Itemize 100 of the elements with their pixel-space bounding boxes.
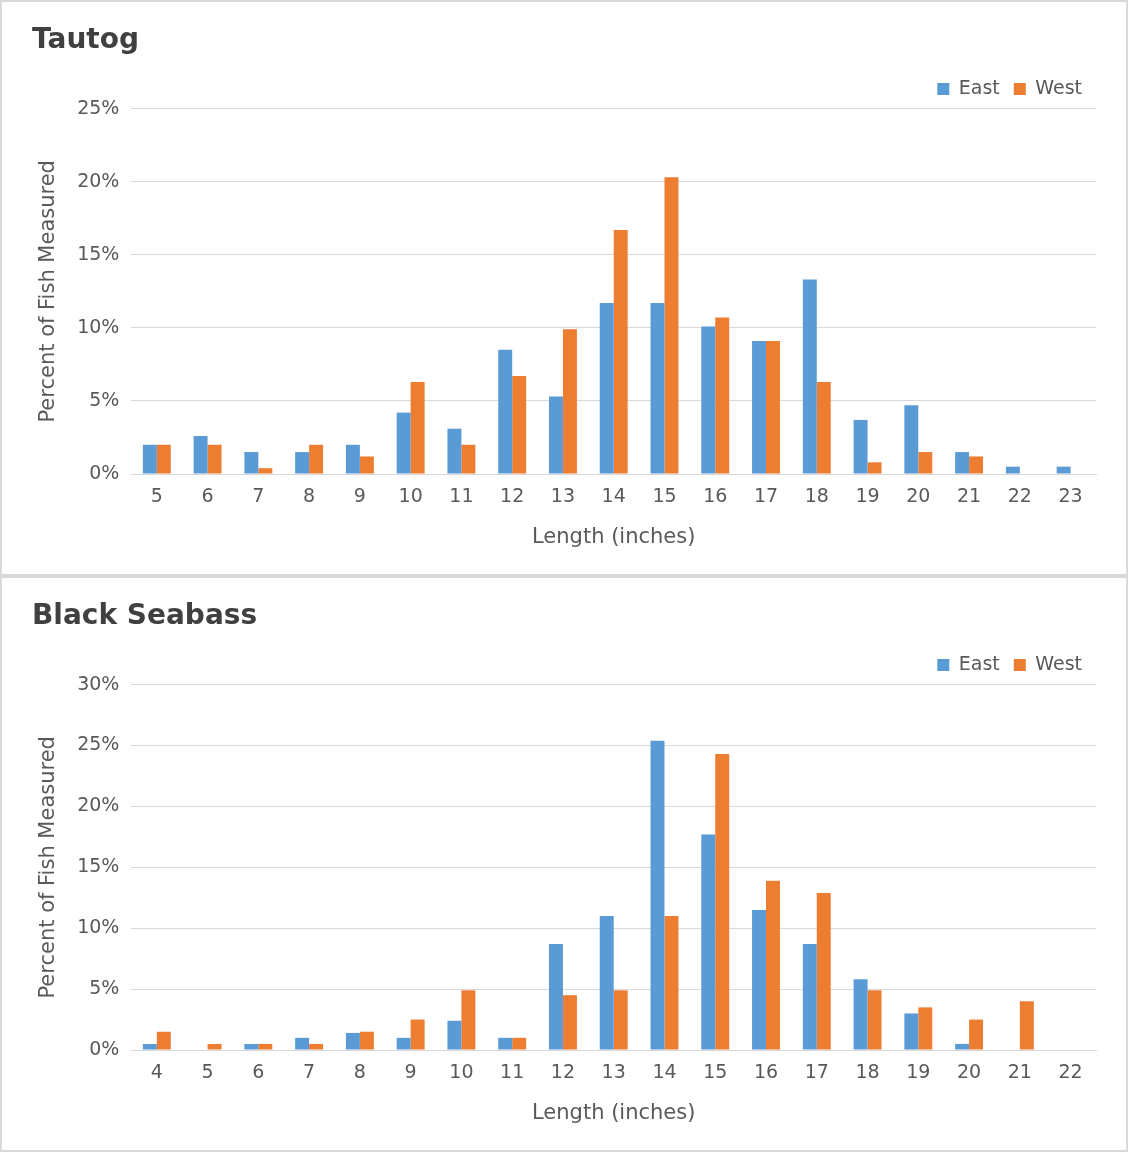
bar	[853, 419, 868, 474]
bar	[802, 944, 817, 1050]
bar	[345, 1032, 360, 1050]
x-tick-label: 22	[1058, 1060, 1083, 1083]
bar	[955, 452, 970, 474]
x-tick-label: 16	[703, 484, 728, 507]
bar	[309, 1043, 324, 1050]
x-tick-label: 8	[353, 1060, 366, 1083]
x-tick-label: 19	[855, 484, 880, 507]
x-tick-label: 10	[398, 484, 423, 507]
y-tick-label: 0%	[89, 460, 120, 483]
x-tick-label: 7	[303, 1060, 316, 1083]
bar	[548, 944, 563, 1050]
x-axis-title: Length (inches)	[532, 523, 696, 548]
x-tick-label: 6	[252, 1060, 265, 1083]
bar	[802, 279, 817, 474]
bar	[650, 740, 665, 1050]
x-tick-label: 5	[150, 484, 163, 507]
bar	[396, 1037, 411, 1050]
x-tick-label: 23	[1058, 484, 1083, 507]
x-tick-label: 21	[956, 484, 982, 507]
x-tick-label: 20	[906, 484, 931, 507]
bar	[816, 892, 831, 1050]
bar	[207, 444, 222, 474]
x-tick-label: 17	[804, 1060, 829, 1083]
bar	[613, 229, 628, 474]
bar	[548, 396, 563, 474]
bar	[295, 452, 310, 474]
bar	[766, 340, 780, 474]
bar	[701, 326, 716, 474]
legend-label: West	[1035, 652, 1083, 675]
bar	[613, 990, 628, 1050]
y-tick-label: 20%	[77, 168, 120, 191]
bar	[461, 444, 476, 474]
x-tick-label: 16	[753, 1060, 779, 1083]
bar	[715, 754, 730, 1050]
bar	[156, 1031, 171, 1050]
bar	[359, 456, 374, 474]
y-tick-label: 15%	[77, 241, 120, 264]
bar	[969, 1019, 984, 1050]
y-axis-title: Percent of Fish Measured	[35, 160, 60, 423]
bar	[1056, 466, 1071, 474]
bar	[955, 1043, 970, 1050]
bar	[258, 468, 273, 474]
y-tick-label: 5%	[89, 976, 120, 999]
y-tick-label: 30%	[77, 671, 120, 694]
x-tick-label: 6	[201, 484, 214, 507]
chart-title: Tautog	[32, 22, 139, 56]
x-tick-label: 8	[303, 484, 316, 507]
bar	[918, 1007, 933, 1050]
bar	[410, 1019, 425, 1050]
x-tick-label: 11	[449, 484, 474, 507]
bar	[244, 452, 259, 474]
y-tick-label: 5%	[89, 387, 120, 410]
bar	[664, 916, 679, 1050]
bar	[816, 381, 831, 474]
bar	[599, 916, 614, 1050]
legend-label: West	[1035, 76, 1083, 99]
x-tick-label: 22	[1007, 484, 1032, 507]
bar	[599, 302, 614, 474]
bar	[295, 1037, 310, 1050]
bar	[867, 990, 882, 1050]
y-tick-label: 25%	[77, 95, 120, 118]
bar	[244, 1043, 259, 1050]
x-axis-title: Length (inches)	[532, 1099, 696, 1124]
x-tick-label: 21	[1007, 1060, 1032, 1083]
bar	[904, 405, 919, 474]
bar	[701, 834, 716, 1050]
bar	[562, 329, 577, 474]
bar	[512, 1037, 527, 1050]
bar	[461, 990, 476, 1050]
x-tick-label: 11	[500, 1060, 525, 1083]
bar	[969, 456, 984, 474]
x-tick-label: 18	[855, 1060, 880, 1083]
x-tick-label: 7	[252, 484, 265, 507]
y-tick-label: 20%	[77, 793, 120, 816]
x-tick-label: 14	[652, 1060, 677, 1083]
bar	[867, 462, 882, 474]
bar	[142, 1043, 157, 1050]
bar	[650, 302, 665, 474]
chart-title: Black Seabass	[32, 598, 258, 632]
bar	[853, 979, 868, 1050]
bar	[512, 376, 527, 474]
legend-label: East	[958, 76, 1000, 99]
x-tick-label: 9	[404, 1060, 417, 1083]
legend-label: East	[958, 652, 1000, 675]
y-tick-label: 25%	[77, 732, 120, 755]
x-tick-label: 14	[601, 484, 626, 507]
bar	[766, 880, 780, 1050]
bar	[309, 444, 324, 474]
x-tick-label: 5	[201, 1060, 214, 1083]
x-tick-label: 13	[550, 484, 576, 507]
bar	[142, 444, 157, 474]
bar	[918, 452, 933, 474]
bar	[1005, 466, 1020, 474]
bar	[904, 1013, 919, 1050]
x-tick-label: 13	[601, 1060, 626, 1083]
y-tick-label: 10%	[77, 314, 120, 337]
x-tick-label: 17	[753, 484, 779, 507]
y-tick-label: 15%	[77, 854, 120, 877]
